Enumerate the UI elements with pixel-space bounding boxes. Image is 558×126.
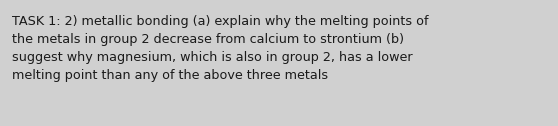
Text: TASK 1: 2) metallic bonding (a) explain why the melting points of
the metals in : TASK 1: 2) metallic bonding (a) explain … [12, 15, 429, 82]
